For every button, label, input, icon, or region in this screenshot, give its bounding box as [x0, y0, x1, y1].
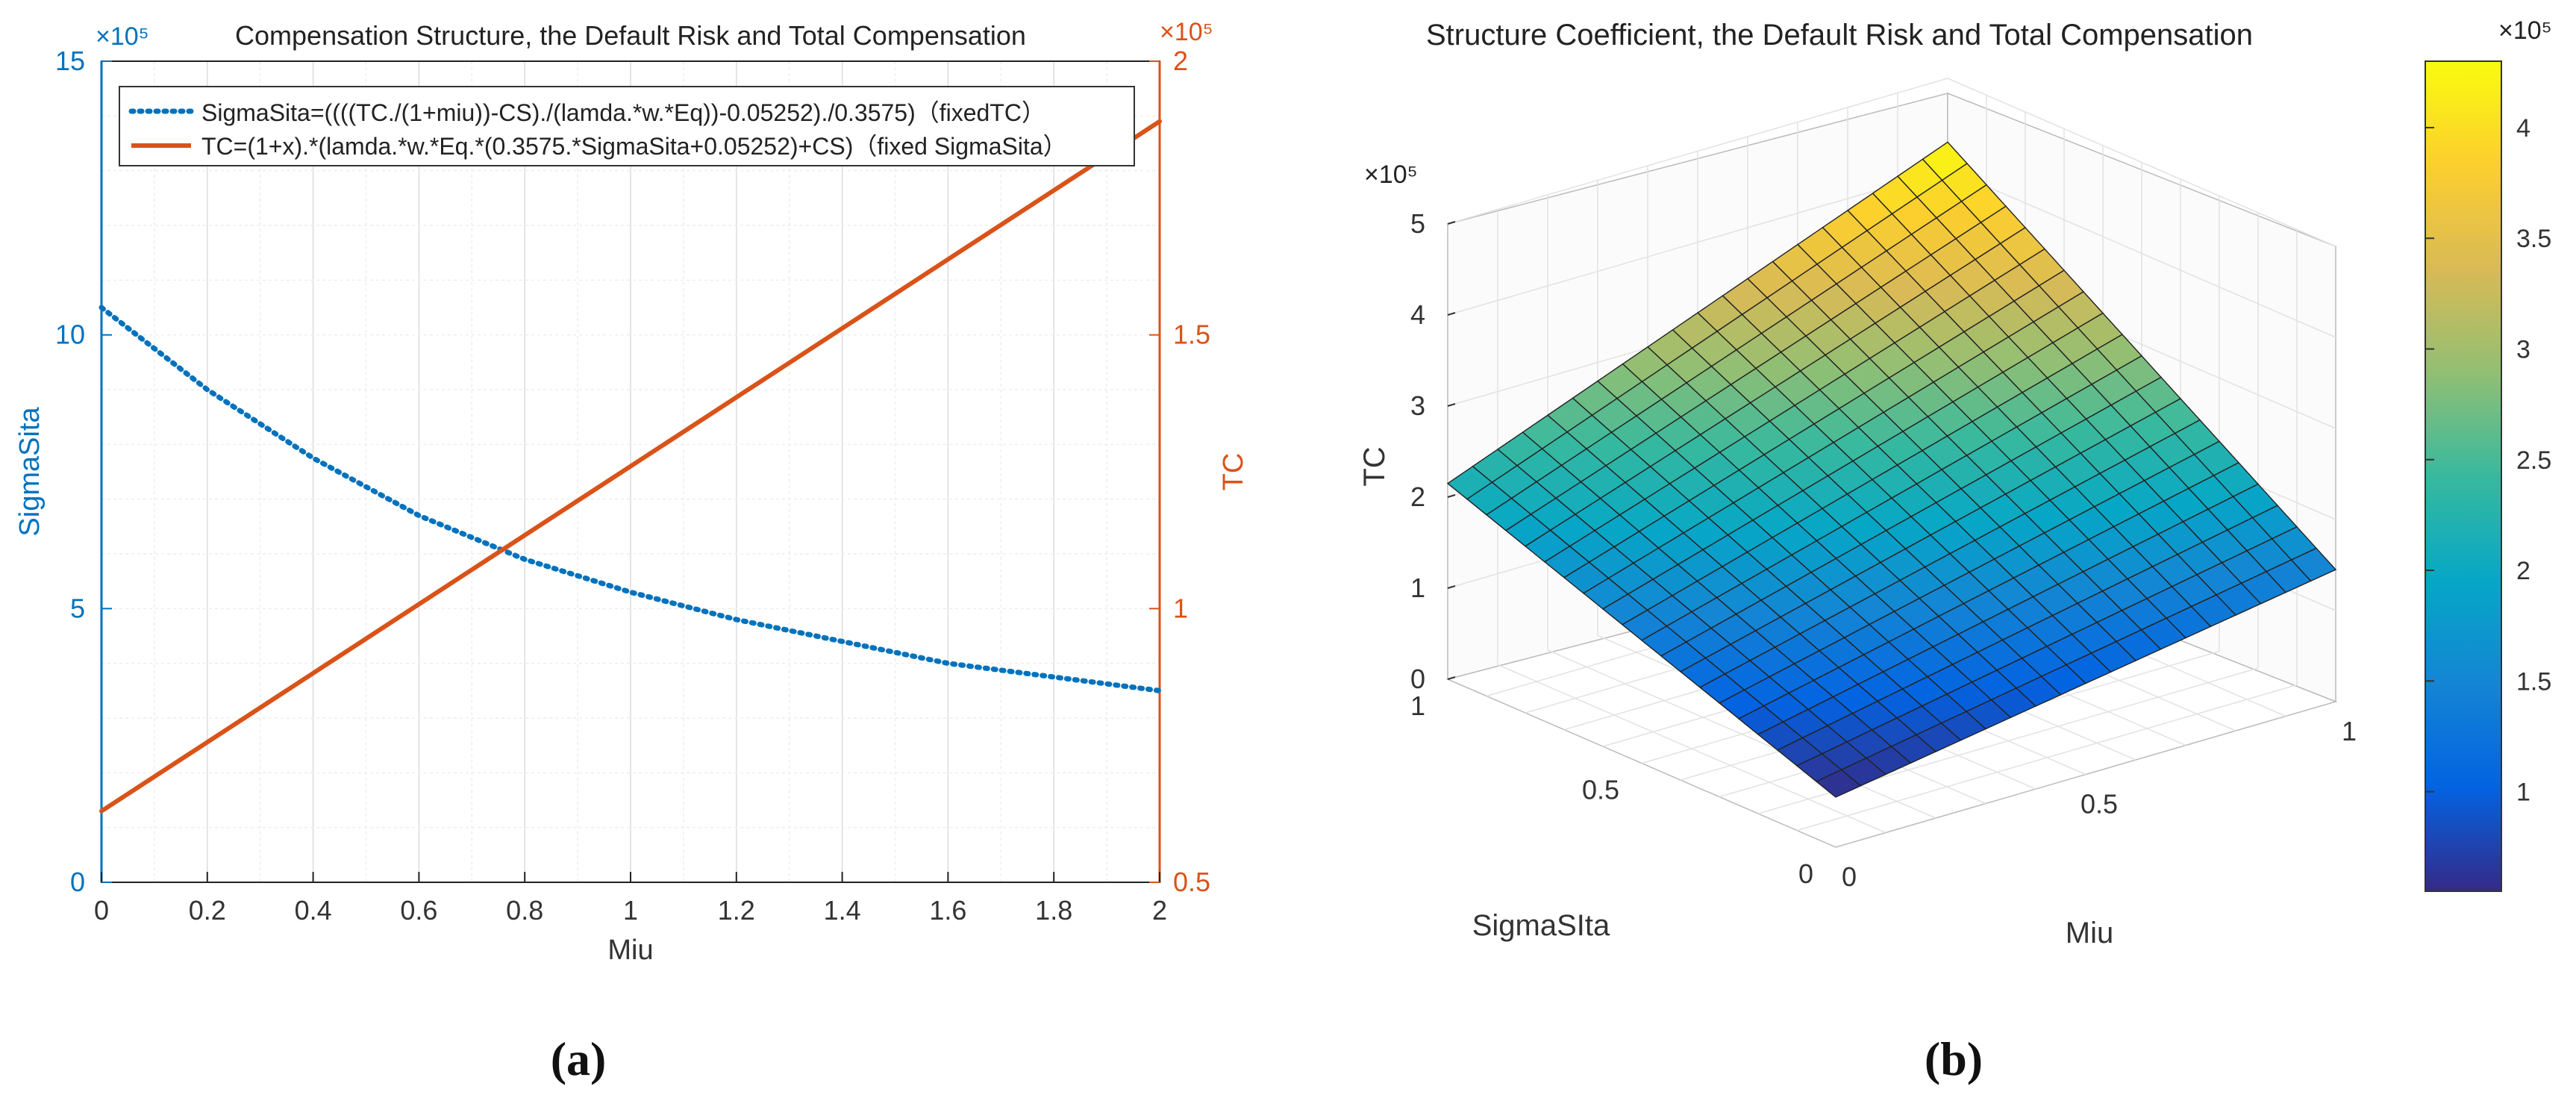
y2-tick-label: 1.5: [1173, 319, 1210, 350]
colorbar: [2425, 60, 2502, 892]
x-tick-label: 0: [94, 895, 109, 926]
y2-tick-label: 0.5: [1173, 867, 1210, 897]
z-tick-mark: [1447, 494, 1456, 498]
colorbar-tick-label: 2: [2516, 557, 2530, 585]
y-tick-label: 0.5: [1582, 775, 1619, 805]
x-tick-label: 1.6: [929, 895, 966, 926]
z-tick-mark: [1447, 403, 1456, 407]
panel-a-chart: 0 0.2 0.4 0.6 0.8 1 1.2 1.4 1.6 1.8 2 0 5 10 15 0.5 1 1…: [14, 18, 1249, 1085]
z-tick-mark: [1447, 312, 1456, 316]
x-tick-label: 0: [1842, 861, 1857, 892]
z-tick-label: 2: [1410, 481, 1425, 512]
colorbar-tick-label: 2.5: [2516, 446, 2551, 475]
colorbar-tick-label: 3.5: [2516, 225, 2551, 253]
surface-cell: [1815, 769, 1862, 798]
x-tick-label: 1: [623, 895, 638, 926]
z-tick-mark: [1447, 676, 1456, 680]
series-line-sigmasita: [99, 305, 1163, 693]
x-tick-label: 1: [2342, 716, 2357, 746]
z-tick-label: 3: [1410, 390, 1425, 421]
z-tick-mark: [1447, 221, 1456, 225]
legend-label-tc: TC=(1+x).*(lamda.*w.*Eq.*(0.3575.*SigmaS…: [201, 133, 1067, 160]
left-y-exponent: ×10⁵: [96, 22, 149, 51]
panel-a-series: [99, 119, 1163, 814]
panel-a-caption: (a): [551, 1032, 607, 1085]
x-tick-label: 0.6: [400, 895, 437, 926]
panel-a-legend: SigmaSita=((((TC./(1+miu))-CS)./(lamda.*…: [119, 86, 1135, 166]
right-y-exponent: ×10⁵: [1160, 18, 1213, 46]
colorbar-tick-label: 4: [2516, 114, 2530, 143]
z-tick-label: 4: [1410, 299, 1425, 330]
panel-b-title: Structure Coefficient, the Default Risk …: [1426, 19, 2253, 52]
x-tick-label: 1.2: [718, 895, 755, 926]
y-tick-label: 10: [55, 319, 85, 350]
z-tick-label: 5: [1410, 208, 1425, 239]
panel-b-caption: (b): [1925, 1032, 1983, 1085]
z-tick-label: 0: [1410, 664, 1425, 694]
panel-a-left-y-label: SigmaSita: [14, 407, 46, 537]
z-tick-mark: [1447, 585, 1456, 589]
y-tick-label: 0: [1798, 858, 1813, 889]
colorbar-exponent: ×10⁵: [2498, 16, 2552, 45]
colorbar-tick-label: 3: [2516, 335, 2530, 364]
y-tick-label: 1: [1410, 690, 1425, 721]
panel-a-x-label: Miu: [607, 935, 653, 966]
z-tick-label: 1: [1410, 573, 1425, 603]
colorbar-tick-label: 1: [2516, 779, 2530, 807]
x-tick-label: 0.8: [506, 895, 543, 926]
series-line-tc: [99, 119, 1162, 814]
x-tick-label: 1.4: [824, 895, 861, 926]
legend-label-sigmasita: SigmaSita=((((TC./(1+miu))-CS)./(lamda.*…: [201, 99, 1045, 126]
x-tick-label: 2: [1152, 895, 1167, 926]
panel-a-grid: [101, 61, 1160, 882]
surface-mesh: [1446, 141, 2337, 798]
y-tick-label: 0: [70, 867, 85, 897]
y2-tick-label: 1: [1173, 593, 1188, 623]
panel-a-left-y-ticks: 0 5 10 15: [55, 46, 112, 897]
panel-b-z-label: TC: [1358, 446, 1391, 486]
legend-box: [119, 86, 1135, 166]
colorbar-tick-label: 1.5: [2516, 667, 2551, 696]
colorbar-ticks: 1 1.5 2 2.5 3 3.5 4: [2425, 114, 2551, 807]
x-tick-label: 0.2: [189, 895, 226, 926]
panel-a-right-y-label: TC: [1218, 453, 1249, 491]
y-tick-label: 15: [55, 46, 85, 76]
x-tick-label: 0.4: [295, 895, 332, 926]
x-tick-label: 0.5: [2081, 789, 2118, 820]
x-tick-label: 1.8: [1035, 895, 1072, 926]
panel-a-right-y-ticks: 0.5 1 1.5 2: [1149, 46, 1210, 897]
panel-a-title: Compensation Structure, the Default Risk…: [235, 20, 1026, 51]
y2-tick-label: 2: [1173, 46, 1188, 76]
panel-a-x-ticks: 0 0.2 0.4 0.6 0.8 1 1.2 1.4 1.6 1.8 2: [94, 872, 1167, 926]
panel-b-y-label: SigmaSIta: [1472, 909, 1610, 942]
panel-b-x-label: Miu: [2066, 917, 2113, 949]
y-tick-label: 5: [70, 593, 85, 623]
z-exponent: ×10⁵: [1364, 160, 1418, 189]
